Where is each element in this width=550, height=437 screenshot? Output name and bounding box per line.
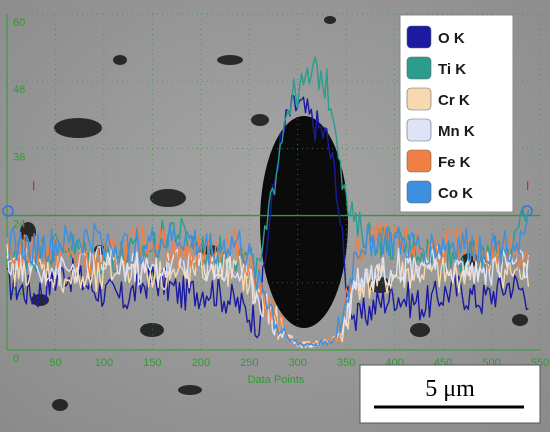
legend-swatch <box>406 180 432 204</box>
x-tick-label: 350 <box>337 357 355 369</box>
y-tick-label: 36 <box>13 151 25 163</box>
pore <box>178 385 202 395</box>
series-lines <box>6 56 530 348</box>
legend-label: O K <box>438 30 465 47</box>
x-tick-label: 300 <box>289 357 307 369</box>
legend-label: Ti K <box>438 61 466 78</box>
y-tick-label: 48 <box>13 84 25 96</box>
legend-swatch <box>406 149 432 173</box>
right-cursor-marker: I <box>526 179 529 193</box>
pore <box>52 399 68 411</box>
pore <box>140 323 164 337</box>
left-cursor-marker: I <box>32 179 35 193</box>
pore <box>54 118 102 138</box>
pore <box>324 16 336 24</box>
x-axis-label: Data Points <box>248 374 305 386</box>
legend-swatch <box>406 56 432 80</box>
pore <box>150 189 186 207</box>
series-line-5 <box>6 221 529 348</box>
series-line-4 <box>6 221 530 347</box>
pore <box>410 323 430 337</box>
y-tick-label: 24 <box>13 219 25 231</box>
left-ref-handle <box>2 205 14 217</box>
scale-bar-label: 5 μm <box>425 376 475 402</box>
legend-label: Co K <box>438 185 473 202</box>
legend-swatch <box>406 87 432 111</box>
legend-label: Mn K <box>438 123 475 140</box>
pore <box>217 55 243 65</box>
scale-bar-box <box>359 364 541 424</box>
legend-swatch <box>406 25 432 49</box>
pore <box>113 55 127 65</box>
pore <box>512 314 528 326</box>
x-tick-label: 100 <box>95 357 113 369</box>
legend: O K Ti K Cr K Mn K Fe K Co K <box>406 25 475 204</box>
series-line-0 <box>6 94 529 339</box>
x-tick-label: 200 <box>192 357 210 369</box>
central-void <box>260 116 348 328</box>
legend-label: Cr K <box>438 92 470 109</box>
y-tick-label: 0 <box>13 353 19 365</box>
x-tick-label: 150 <box>143 357 161 369</box>
y-tick-label: 60 <box>13 17 25 29</box>
legend-label: Fe K <box>438 154 471 171</box>
legend-swatch <box>406 118 432 142</box>
x-tick-label: 250 <box>240 357 258 369</box>
pore <box>251 114 269 126</box>
x-tick-label: 50 <box>49 357 61 369</box>
